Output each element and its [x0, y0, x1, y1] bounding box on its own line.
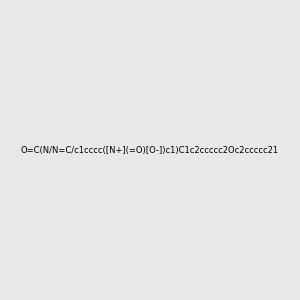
Text: O=C(N/N=C/c1cccc([N+](=O)[O-])c1)C1c2ccccc2Oc2ccccc21: O=C(N/N=C/c1cccc([N+](=O)[O-])c1)C1c2ccc…: [21, 146, 279, 154]
